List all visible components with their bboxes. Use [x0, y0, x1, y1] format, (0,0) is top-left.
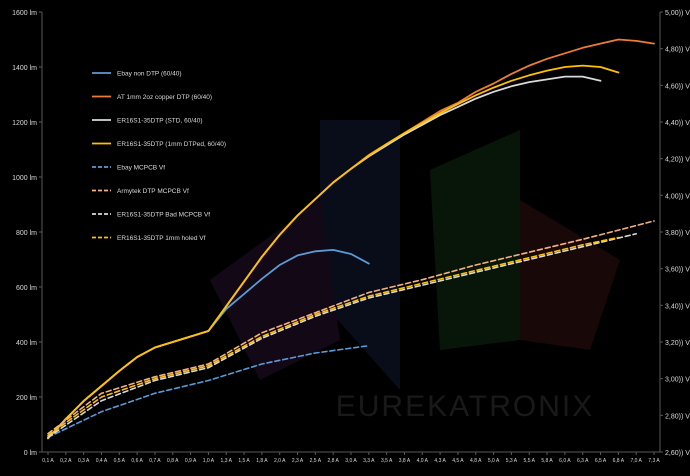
right-tick-label: 3,00)) V — [665, 377, 690, 384]
series-lines — [47, 38, 655, 440]
legend-label: Armytek DTP MCPCB Vf — [117, 188, 189, 195]
right-tick-label: 4,80)) V — [665, 47, 690, 54]
x-tick-label: 2,5 A — [310, 458, 322, 464]
x-tick-label: 1,5 A — [238, 458, 250, 464]
x-tick-label: 0,1 A — [42, 458, 54, 464]
x-tick-label: 3,3 A — [363, 458, 375, 464]
legend-label: ER16S1-35DTP 1mm holed Vf — [117, 235, 206, 242]
x-tick-label: 1,8 A — [256, 458, 268, 464]
legend-label: Ebay MCPCB Vf — [117, 165, 165, 172]
right-tick-label: 4,00)) V — [665, 193, 690, 200]
x-tick-label: 3,5 A — [381, 458, 393, 464]
x-tick-label: 5,8 A — [541, 458, 553, 464]
right-tick-label: 4,20)) V — [665, 157, 690, 164]
series-line-4 — [47, 64, 620, 440]
x-tick-label: 6,0 A — [559, 458, 571, 464]
legend-label: ER16S1-35DTP Bad MCPCB Vf — [117, 212, 210, 219]
left-tick-label: 1600 lm — [12, 10, 37, 17]
x-tick-label: 2,8 A — [327, 458, 339, 464]
x-tick-label: 6,5 A — [595, 458, 607, 464]
right-tick-label: 3,20)) V — [665, 340, 690, 347]
x-tick-label: 0,6 A — [131, 458, 143, 464]
series-line-8 — [47, 236, 620, 437]
right-tick-label: 3,40)) V — [665, 303, 690, 310]
x-tick-label: 2,0 A — [274, 458, 286, 464]
watermark: EUREKATRONIX — [210, 120, 620, 423]
series-line-5 — [47, 344, 370, 439]
x-tick-label: 4,8 A — [470, 458, 482, 464]
right-tick-label: 4,40)) V — [665, 120, 690, 127]
x-tick-label: 6,8 A — [613, 458, 625, 464]
x-tick-label: 0,3 A — [78, 458, 90, 464]
x-tick-label: 4,0 A — [417, 458, 429, 464]
x-tick-label: 4,5 A — [452, 458, 464, 464]
legend: Ebay non DTP (60/40) AT 1mm 2oz copper DT… — [92, 71, 226, 242]
watermark-shape-purple — [210, 200, 340, 380]
x-tick-label: 0,2 A — [60, 458, 72, 464]
right-tick-label: 3,80)) V — [665, 230, 690, 237]
left-axis-ticks: 0 lm 200 lm 400 lm 600 lm 800 lm 1000 lm 1200 … — [12, 10, 42, 457]
x-tick-label: 5,0 A — [488, 458, 500, 464]
x-tick-label: 0,4 A — [96, 458, 108, 464]
right-tick-label: 4,60)) V — [665, 83, 690, 90]
x-tick-label: 1,0 A — [203, 458, 215, 464]
watermark-shape-red — [520, 200, 620, 350]
left-tick-label: 400 lm — [16, 340, 37, 347]
right-tick-label: 3,60)) V — [665, 267, 690, 274]
left-tick-label: 600 lm — [16, 285, 37, 292]
watermark-text: EUREKATRONIX — [336, 390, 594, 423]
x-tick-label: 4,3 A — [434, 458, 446, 464]
left-tick-label: 0 lm — [24, 450, 37, 457]
x-axis-ticks: 0,1 A 0,2 A 0,3 A 0,4 A 0,5 A 0,6 A 0,7 A 0,8 A… — [42, 452, 660, 464]
x-tick-label: 3,8 A — [399, 458, 411, 464]
left-tick-label: 800 lm — [16, 230, 37, 237]
legend-label: ER16S1-35DTP (1mm DTPed, 60/40) — [117, 141, 226, 148]
x-tick-label: 0,7 A — [149, 458, 161, 464]
left-tick-label: 200 lm — [16, 395, 37, 402]
x-tick-label: 0,8 A — [167, 458, 179, 464]
right-tick-label: 2,60)) V — [665, 450, 690, 457]
x-tick-label: 0,5 A — [114, 458, 126, 464]
watermark-shape-blue — [320, 120, 400, 390]
x-tick-label: 0,9 A — [185, 458, 197, 464]
x-tick-label: 3,0 A — [345, 458, 357, 464]
left-tick-label: 1000 lm — [12, 175, 37, 182]
legend-label: ER16S1-35DTP (STD, 60/40) — [117, 118, 203, 125]
series-line-7 — [47, 233, 638, 439]
x-tick-label: 2,3 A — [292, 458, 304, 464]
x-tick-label: 6,3 A — [577, 458, 589, 464]
right-tick-label: 5,00)) V — [665, 10, 690, 17]
x-tick-label: 5,5 A — [524, 458, 536, 464]
watermark-shape-green — [430, 130, 520, 350]
right-tick-label: 2,80)) V — [665, 413, 690, 420]
series-line-6 — [47, 220, 655, 435]
x-tick-label: 7,3 A — [648, 458, 660, 464]
legend-label: Ebay non DTP (60/40) — [117, 71, 182, 78]
legend-label: AT 1mm 2oz copper DTP (60/40) — [117, 94, 212, 101]
x-tick-label: 7,0 A — [630, 458, 642, 464]
x-tick-label: 5,3 A — [506, 458, 518, 464]
right-axis-ticks: 2,60)) V 2,80)) V 3,00)) V 3,20)) V 3,40)) V… — [660, 10, 690, 457]
left-tick-label: 1200 lm — [12, 120, 37, 127]
left-tick-label: 1400 lm — [12, 65, 37, 72]
x-tick-label: 1,3 A — [221, 458, 233, 464]
